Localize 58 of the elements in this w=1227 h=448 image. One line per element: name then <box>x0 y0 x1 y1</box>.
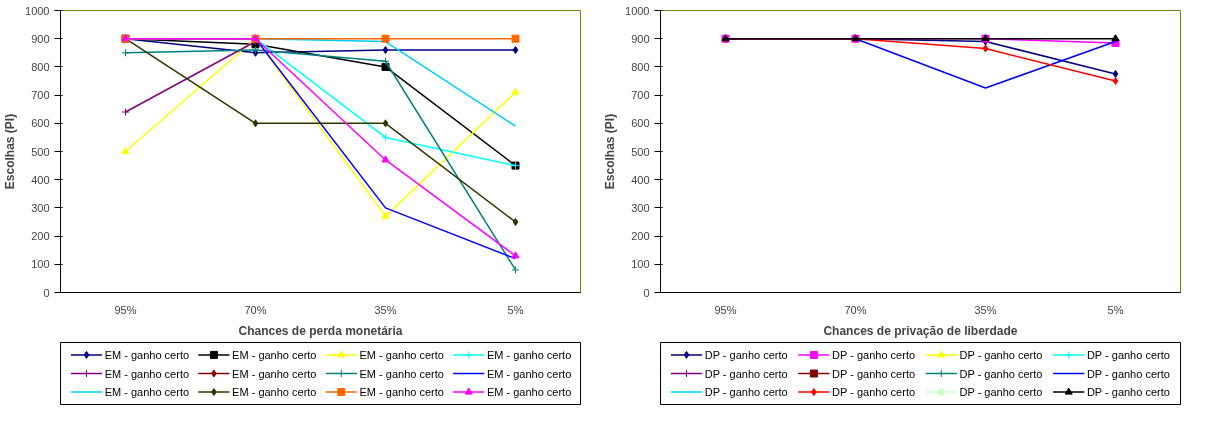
legend-label: EM - ganho certo <box>486 348 572 361</box>
y-tick-label: 900 <box>31 32 50 45</box>
y-tick-label: 800 <box>631 60 650 73</box>
y-tick-label: 800 <box>31 60 50 73</box>
x-axis-title: Chances de privação de liberdade <box>823 323 1018 338</box>
legend-label: DP - ganho certo <box>832 348 916 361</box>
legend-label: EM - ganho certo <box>232 386 317 399</box>
y-tick-label: 200 <box>631 230 650 243</box>
y-tick-label: 600 <box>31 117 50 130</box>
x-axis-title: Chances de perda monetária <box>238 323 403 338</box>
legend-label: EM - ganho certo <box>486 386 572 399</box>
y-tick-label: 1000 <box>25 4 50 17</box>
y-tick-label: 500 <box>631 145 650 158</box>
x-tick-label: 5% <box>507 303 524 316</box>
legend-label: EM - ganho certo <box>359 367 444 380</box>
legend-label: EM - ganho certo <box>104 386 190 399</box>
legend-label: DP - ganho certo <box>959 386 1043 399</box>
y-axis-title: Escolhas (PI) <box>3 113 18 190</box>
legend-label: DP - ganho certo <box>704 386 788 399</box>
y-tick-label: 400 <box>631 173 650 186</box>
legend-label: EM - ganho certo <box>232 348 317 361</box>
y-tick-label: 0 <box>643 286 650 299</box>
x-tick-label: 70% <box>844 303 867 316</box>
legend-label: EM - ganho certo <box>104 348 190 361</box>
legend-label: DP - ganho certo <box>704 348 788 361</box>
legend-label: EM - ganho certo <box>232 367 317 380</box>
y-tick-label: 200 <box>31 230 50 243</box>
y-tick-label: 600 <box>631 117 650 130</box>
y-axis-title: Escolhas (PI) <box>603 113 618 190</box>
legend-label: DP - ganho certo <box>1086 367 1170 380</box>
y-tick-label: 900 <box>631 32 650 45</box>
legend-label: DP - ganho certo <box>704 367 788 380</box>
legend-label: DP - ganho certo <box>1086 348 1170 361</box>
y-tick-label: 700 <box>631 89 650 102</box>
legend-label: DP - ganho certo <box>959 367 1043 380</box>
x-tick-label: 95% <box>114 303 137 316</box>
legend-label: EM - ganho certo <box>104 367 190 380</box>
y-tick-label: 0 <box>43 286 50 299</box>
y-tick-label: 400 <box>31 173 50 186</box>
y-tick-label: 700 <box>31 89 50 102</box>
x-tick-label: 5% <box>1107 303 1124 316</box>
x-tick-label: 35% <box>974 303 997 316</box>
legend-label: EM - ganho certo <box>486 367 572 380</box>
y-tick-label: 100 <box>631 258 650 271</box>
legend-label: EM - ganho certo <box>359 386 444 399</box>
y-tick-label: 300 <box>631 201 650 214</box>
legend-label: EM - ganho certo <box>359 348 444 361</box>
x-tick-label: 95% <box>714 303 737 316</box>
y-tick-label: 500 <box>31 145 50 158</box>
y-tick-label: 1000 <box>625 4 650 17</box>
legend-label: DP - ganho certo <box>832 367 916 380</box>
legend-label: DP - ganho certo <box>832 386 916 399</box>
x-tick-label: 70% <box>244 303 267 316</box>
y-tick-label: 100 <box>31 258 50 271</box>
legend-label: DP - ganho certo <box>959 348 1043 361</box>
x-tick-label: 35% <box>374 303 397 316</box>
legend-label: DP - ganho certo <box>1086 386 1170 399</box>
y-tick-label: 300 <box>31 201 50 214</box>
